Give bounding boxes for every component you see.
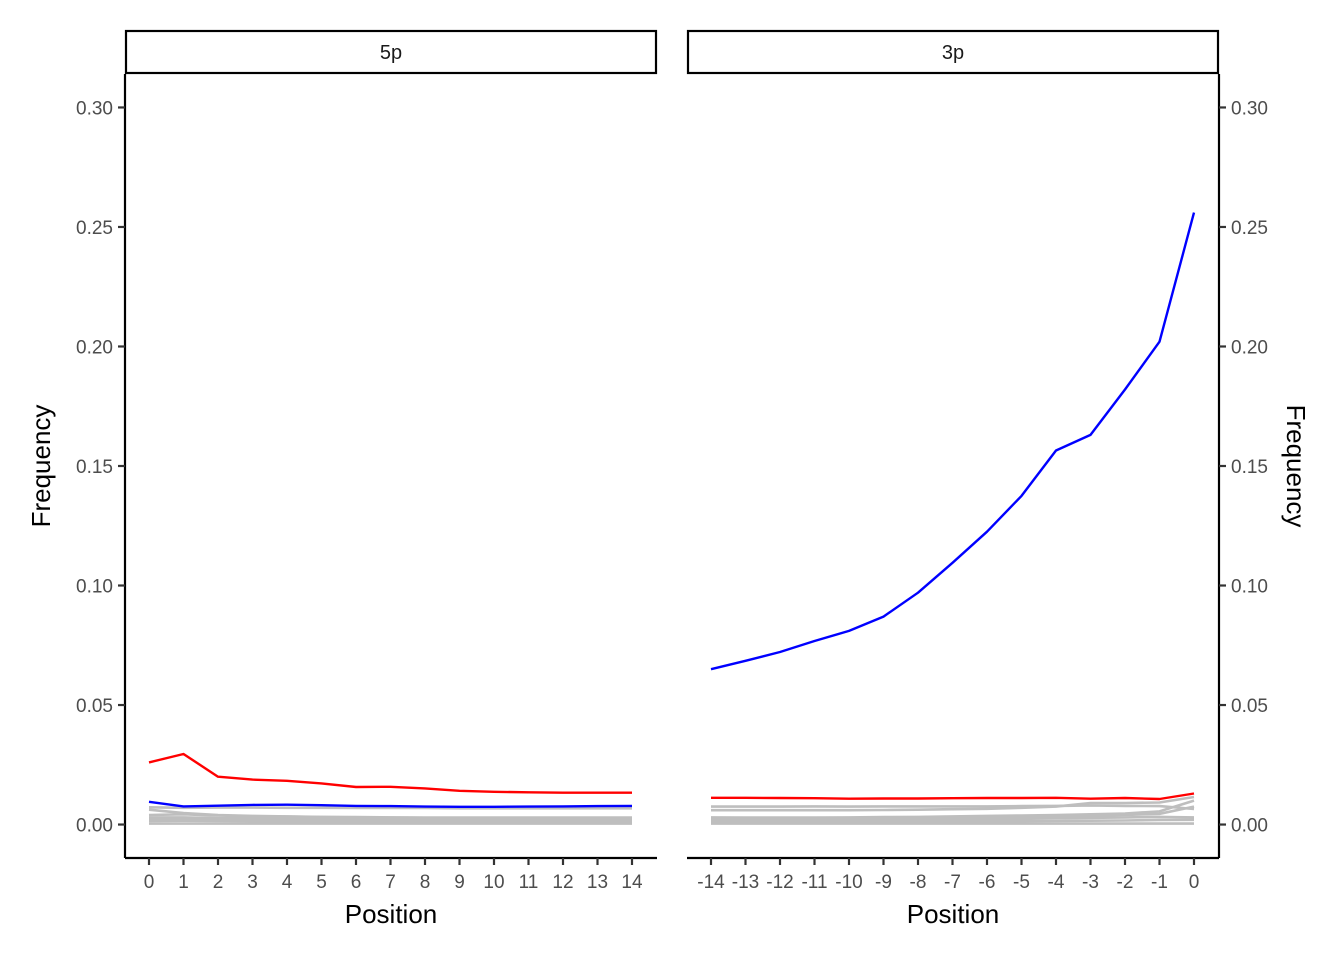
y-tick-label: 0.15 <box>1231 457 1268 478</box>
x-tick-label: 1 <box>178 872 189 893</box>
x-tick-label: 2 <box>213 872 224 893</box>
y-tick-label: 0.10 <box>76 577 113 598</box>
x-tick-label: 7 <box>385 872 396 893</box>
x-tick-label: 5 <box>316 872 327 893</box>
panel-3p: 3p 0.00 0.05 0.10 0.15 0.20 0.25 0.30 -14 -13 -1… <box>686 29 1311 929</box>
series-line-6 <box>710 805 1195 821</box>
series-line-7 <box>711 815 1195 822</box>
panel-3p-strip <box>686 29 1220 75</box>
x-tick-label: -9 <box>875 872 892 893</box>
x-tick-label: 14 <box>621 872 643 893</box>
panel-5p-strip <box>124 29 658 75</box>
y-tick-label: 0.05 <box>76 696 113 717</box>
y-tick-label: 0.15 <box>76 457 113 478</box>
series-line-8 <box>711 818 1195 824</box>
y-tick-label: 0.30 <box>1231 98 1268 119</box>
series-line-8 <box>148 819 632 823</box>
y-tick-label: 0.25 <box>1231 218 1268 239</box>
y-axis-title-left: Frequency <box>26 405 56 528</box>
y-axis-title-right: Frequency <box>1281 405 1311 528</box>
panel-5p-y-ticks: 0.00 0.05 0.10 0.15 0.20 0.25 0.30 <box>76 98 125 837</box>
panel-3p-x-axis-title: Position <box>907 899 1000 929</box>
series-line-1 <box>710 212 1196 671</box>
y-tick-label: 0.25 <box>76 218 113 239</box>
panel-3p-strip-label: 3p <box>942 42 964 64</box>
panel-5p-strip-label: 5p <box>380 42 402 64</box>
series-line-3 <box>711 804 1195 811</box>
y-tick-label: 0.20 <box>1231 337 1268 358</box>
x-tick-label: 12 <box>552 872 573 893</box>
y-tick-label: 0.00 <box>76 816 113 837</box>
x-tick-label: 13 <box>587 872 608 893</box>
x-tick-label: -5 <box>1013 872 1030 893</box>
x-tick-label: -12 <box>766 872 793 893</box>
series-line-3 <box>148 806 632 810</box>
x-tick-label: -11 <box>801 872 827 893</box>
x-tick-label: -7 <box>944 872 961 893</box>
x-tick-label: 6 <box>351 872 362 893</box>
x-tick-label: 10 <box>483 872 504 893</box>
x-tick-label: -3 <box>1082 872 1099 893</box>
x-tick-label: 3 <box>247 872 258 893</box>
series-line-5 <box>148 812 632 820</box>
series-line-2 <box>148 800 633 808</box>
x-tick-label: -8 <box>910 872 927 893</box>
panel-5p-plot-area <box>148 752 633 825</box>
y-tick-label: 0.00 <box>1231 816 1268 837</box>
panel-5p-x-ticks: 0 1 2 3 4 5 6 7 8 9 10 11 12 13 14 <box>144 858 643 893</box>
x-tick-label: 4 <box>282 872 293 893</box>
x-tick-label: 0 <box>1189 872 1200 893</box>
x-tick-label: -2 <box>1117 872 1134 893</box>
x-tick-label: 0 <box>144 872 155 893</box>
series-line-1 <box>148 752 632 794</box>
x-tick-label: -1 <box>1151 872 1168 893</box>
series-line-4 <box>711 795 1195 812</box>
series-line-2 <box>711 792 1195 801</box>
x-tick-label: -6 <box>979 872 996 893</box>
x-tick-label: 11 <box>519 872 539 893</box>
x-tick-label: 8 <box>420 872 431 893</box>
panel-3p-plot-area <box>710 212 1196 825</box>
y-tick-label: 0.20 <box>76 337 113 358</box>
panel-5p-x-axis-title: Position <box>345 899 438 929</box>
x-tick-label: 9 <box>454 872 465 893</box>
y-tick-label: 0.05 <box>1231 696 1268 717</box>
x-tick-label: -13 <box>732 872 759 893</box>
x-tick-label: -4 <box>1048 872 1065 893</box>
panel-3p-y-ticks: 0.00 0.05 0.10 0.15 0.20 0.25 0.30 <box>1219 98 1268 837</box>
y-tick-label: 0.10 <box>1231 577 1268 598</box>
y-tick-label: 0.30 <box>76 98 113 119</box>
panel-3p-x-ticks: -14 -13 -12 -11 -10 -9 -8 -7 -6 -5 -4 -3 -2 -1 0 <box>697 858 1199 893</box>
x-tick-label: -10 <box>835 872 862 893</box>
x-tick-label: -14 <box>697 872 725 893</box>
